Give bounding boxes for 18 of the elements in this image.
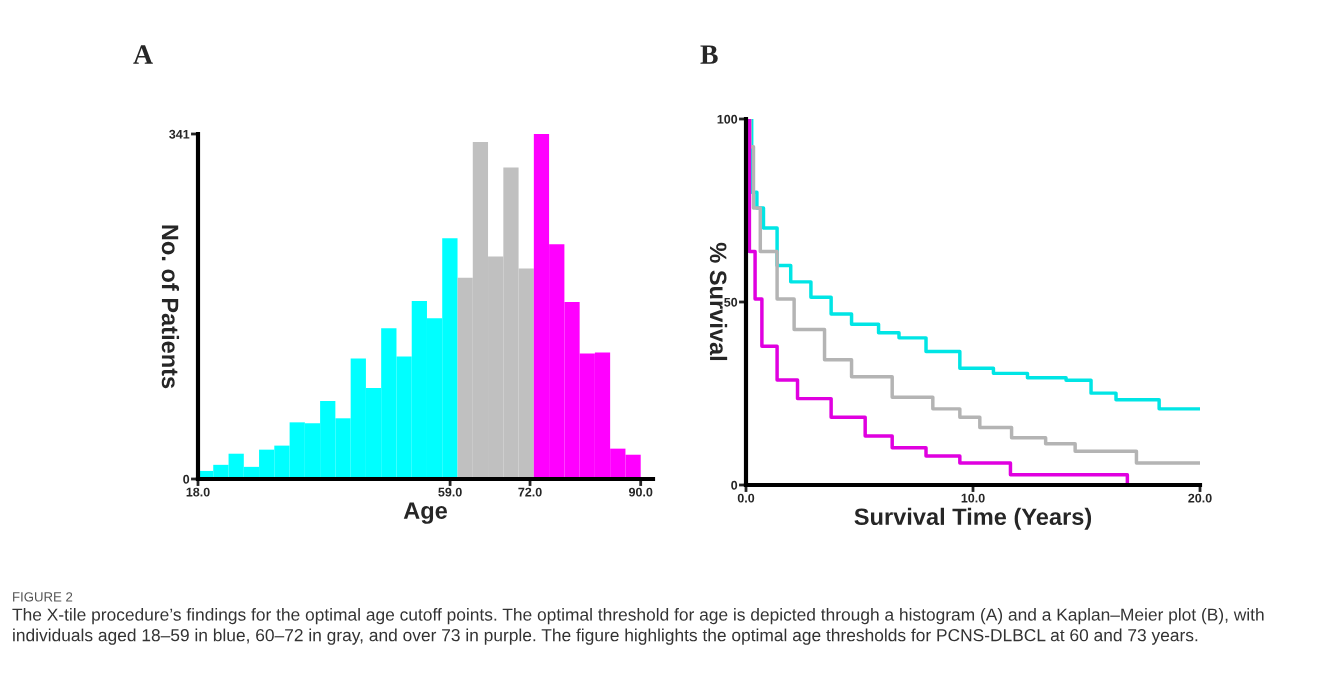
chart-title: B (700, 45, 718, 64)
x-tick-label: 20.0 (1188, 493, 1212, 503)
x-axis-title: Survival Time (Years) (854, 507, 1092, 530)
x-tick-label: 18.0 (186, 487, 210, 497)
y-tick-label: 341 (169, 129, 190, 139)
y-tick-label: 0 (183, 474, 190, 484)
y-tick-label: 0 (731, 480, 738, 490)
x-axis-title: Age (403, 502, 447, 524)
x-tick-label: 0.0 (737, 493, 755, 503)
x-tick-label: 10.0 (961, 493, 985, 503)
y-tick-label: 100 (717, 114, 738, 124)
chart-title: A (133, 45, 153, 64)
x-tick-label: 72.0 (518, 487, 542, 497)
caption: FIGURE 2 (13, 592, 73, 602)
y-axis-title: No. of Patients (161, 225, 180, 389)
x-tick-label: 59.0 (438, 487, 462, 497)
x-tick-label: 90.0 (628, 487, 653, 497)
text: The X-tile procedure’s findings for the optimal age cutoff points. The optimal threshold for age is depicted through a histogram (A) and a Kaplan–Meier plot (B), with individuals aged 18–59 in blue, 60–72 in gray, and over 73 in purple. The figure highlights the optimal age thresholds for PCNS-DLBCL at 60 and 73 years. (12, 608, 1264, 645)
